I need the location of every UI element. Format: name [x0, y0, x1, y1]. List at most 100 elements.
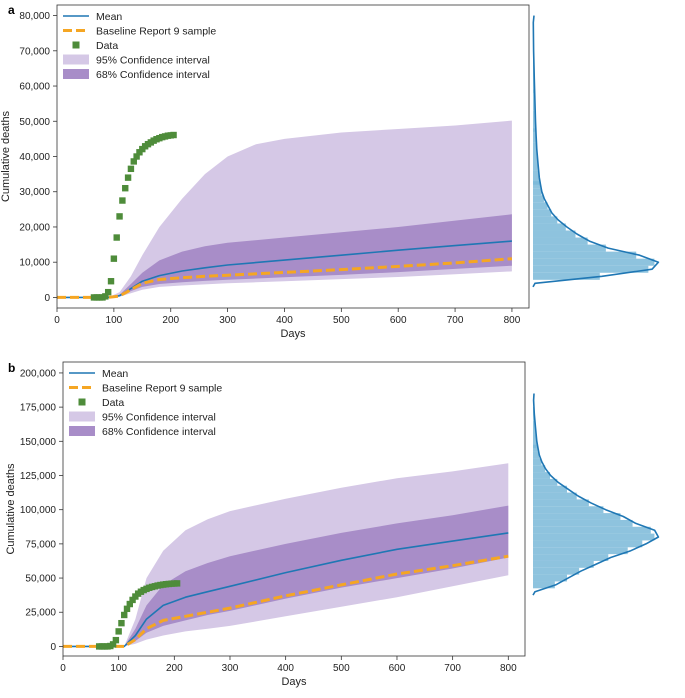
legend-swatch-ci68 — [63, 69, 89, 79]
data-point — [126, 600, 133, 608]
histogram-bar — [533, 581, 555, 589]
x-tick-label: 200 — [166, 663, 183, 674]
histogram-bar — [533, 492, 577, 500]
data-point — [124, 174, 132, 181]
data-point — [113, 234, 120, 241]
histogram-bar — [533, 223, 566, 231]
histogram-bar — [533, 451, 540, 459]
histogram-bar — [533, 170, 540, 185]
x-tick-label: 100 — [106, 315, 123, 326]
data-point — [109, 641, 117, 648]
histogram-bar — [533, 237, 588, 245]
histogram-bar — [533, 485, 568, 493]
x-tick-label: 800 — [500, 663, 517, 674]
legend-label: 95% Confidence interval — [102, 411, 216, 423]
legend-swatch-data — [72, 41, 80, 49]
x-tick-label: 700 — [447, 315, 464, 326]
data-point — [119, 197, 126, 204]
x-tick-label: 200 — [162, 315, 179, 326]
y-tick-label: 25,000 — [25, 608, 56, 619]
data-points — [90, 131, 177, 301]
x-tick-label: 100 — [110, 663, 127, 674]
panel-label: a — [8, 3, 15, 17]
data-point — [118, 619, 125, 627]
x-tick-label: 500 — [333, 315, 350, 326]
y-tick-label: 150,000 — [20, 437, 57, 448]
x-tick-label: 400 — [276, 315, 293, 326]
data-points — [95, 580, 181, 650]
y-tick-label: 200,000 — [20, 368, 57, 379]
x-tick-label: 400 — [277, 663, 294, 674]
x-tick-label: 500 — [333, 663, 350, 674]
legend-swatch-ci68 — [69, 426, 95, 436]
y-tick-label: 75,000 — [25, 539, 56, 550]
x-tick-label: 600 — [390, 315, 407, 326]
x-tick-label: 0 — [60, 663, 66, 674]
y-axis-title: Cumulative deaths — [5, 463, 17, 555]
y-tick-label: 40,000 — [19, 152, 50, 163]
histogram-bar — [533, 499, 589, 507]
legend-swatch-ci95 — [63, 54, 89, 65]
histogram-bar — [533, 567, 580, 575]
legend-swatch-data — [78, 398, 86, 406]
y-tick-label: 10,000 — [19, 258, 50, 269]
panel-b: b 0 100 200 300 400 500 600 700 800 0 25,000 50,000 7… — [5, 361, 660, 688]
data-point — [173, 580, 181, 587]
histogram-bar — [533, 434, 537, 449]
legend-label: Baseline Report 9 sample — [96, 25, 216, 37]
x-axis-title: Days — [280, 328, 306, 340]
y-tick-label: 20,000 — [19, 222, 50, 233]
y-tick-label: 175,000 — [20, 403, 57, 414]
data-point — [112, 636, 120, 644]
data-point — [110, 255, 118, 262]
histogram-bar — [533, 519, 633, 527]
histogram-bar — [533, 472, 551, 479]
y-tick-label: 50,000 — [25, 574, 56, 585]
x-tick-label: 600 — [389, 663, 406, 674]
histogram-bar — [533, 513, 621, 520]
histogram-bar — [533, 547, 628, 555]
histogram-bar — [533, 156, 538, 171]
plot-area — [57, 120, 513, 301]
histogram-bar — [533, 188, 542, 196]
y-tick-label: 100,000 — [20, 505, 57, 516]
marginal-histogram — [532, 393, 660, 596]
histogram-bar — [533, 272, 600, 280]
x-axis-title: Days — [281, 676, 307, 688]
histogram-bar — [533, 230, 576, 238]
legend-swatch-ci95 — [69, 411, 95, 422]
panel-label: b — [8, 361, 15, 375]
legend-label: Mean — [102, 368, 128, 380]
histogram-bar — [533, 251, 637, 259]
legend-label: Mean — [96, 11, 122, 23]
histogram-bar — [533, 560, 594, 568]
histogram-bar — [533, 216, 558, 224]
histogram-bar — [533, 554, 609, 561]
data-point — [123, 605, 131, 613]
histogram-bar — [533, 526, 651, 534]
data-point — [104, 288, 112, 296]
data-point — [130, 158, 137, 165]
data-point — [121, 611, 128, 619]
kde-curve — [532, 393, 660, 596]
x-tick-label: 0 — [54, 315, 60, 326]
data-point — [115, 628, 122, 635]
histogram-bar — [533, 465, 546, 473]
data-point — [122, 185, 129, 192]
data-point — [170, 131, 177, 139]
y-tick-label: 80,000 — [19, 11, 50, 22]
x-tick-label: 700 — [444, 663, 461, 674]
legend-label: Data — [96, 40, 118, 52]
histogram-bar — [533, 458, 542, 466]
histogram-bar — [533, 89, 535, 111]
histogram-bar — [533, 195, 544, 203]
data-point — [102, 293, 109, 300]
histogram-bar — [533, 478, 558, 486]
data-point — [127, 165, 135, 173]
data-point — [129, 596, 136, 604]
legend-label: Data — [102, 397, 124, 409]
histogram-bar — [533, 540, 643, 548]
y-tick-label: 125,000 — [20, 471, 57, 482]
plot-area — [63, 463, 509, 650]
